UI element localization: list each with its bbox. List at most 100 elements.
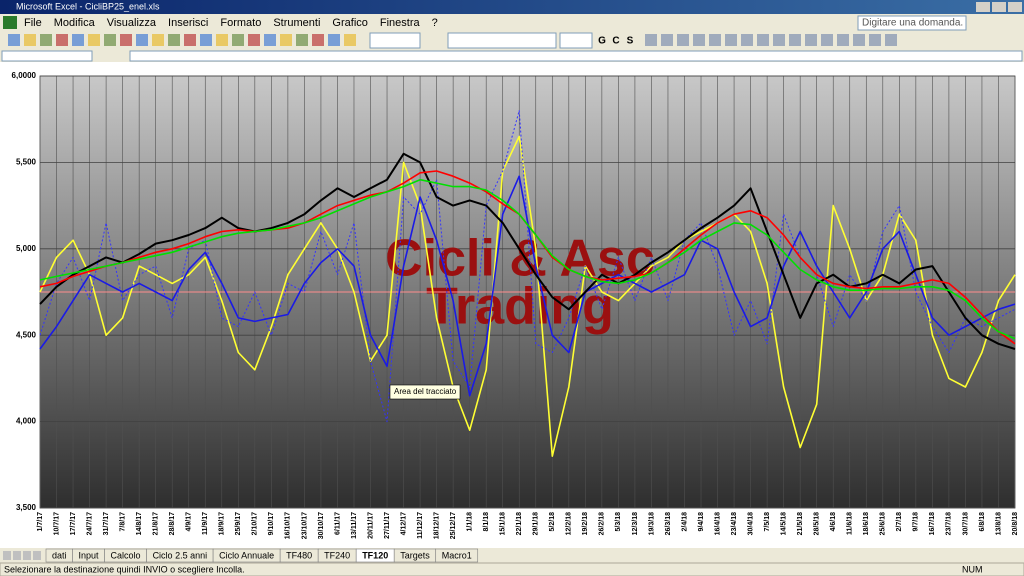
minimize-button[interactable] (976, 2, 990, 12)
x-tick-label: 18/6/18 (863, 512, 870, 535)
sheet-tab-label[interactable]: TF480 (286, 550, 312, 560)
menu-item[interactable]: Strumenti (273, 17, 320, 29)
toolbar-icon[interactable] (184, 34, 196, 46)
toolbar-icon[interactable] (72, 34, 84, 46)
toolbar-icon[interactable] (24, 34, 36, 46)
tooltip-box (389, 384, 461, 400)
toolbar-icon[interactable] (853, 34, 865, 46)
x-tick-label: 13/11/17 (351, 512, 358, 539)
x-tick-label: 17/7/17 (70, 512, 77, 535)
sheet-tab-label[interactable]: Ciclo Annuale (219, 550, 274, 560)
toolbar-icon[interactable] (136, 34, 148, 46)
toolbar-icon[interactable] (152, 34, 164, 46)
x-tick-label: 9/4/18 (698, 512, 705, 532)
toolbar-icon[interactable] (693, 34, 705, 46)
y-tick-label: 5,000 (16, 244, 37, 253)
toolbar-icon[interactable] (328, 34, 340, 46)
toolbar-icon[interactable] (789, 34, 801, 46)
size-box[interactable] (559, 32, 593, 49)
toolbar-icon[interactable] (837, 34, 849, 46)
tooltip: Area del tracciato (394, 387, 457, 396)
sheet-tab-label[interactable]: Calcolo (111, 550, 141, 560)
x-tick-label: 5/3/18 (615, 512, 622, 532)
toolbar-icon[interactable] (805, 34, 817, 46)
toolbar-icon[interactable] (885, 34, 897, 46)
chart: 1/7/17 10/7/17 17/7/17 24/7/17 31/7/17 7/8/17… (12, 71, 1019, 539)
close-button[interactable] (1008, 2, 1022, 12)
help-box-text: Digitare una domanda. (862, 18, 963, 29)
toolbar-icon[interactable] (312, 34, 324, 46)
menu-item[interactable]: Modifica (54, 17, 96, 29)
x-tick-label: 30/4/18 (747, 512, 754, 535)
x-tick-label: 1/1/18 (467, 512, 474, 532)
toolbar-icon[interactable] (280, 34, 292, 46)
toolbar-icon[interactable] (741, 34, 753, 46)
toolbar-icon[interactable] (645, 34, 657, 46)
toolbar-icon[interactable] (344, 34, 356, 46)
x-tick-label: 16/7/18 (929, 512, 936, 535)
toolbar-icon[interactable] (216, 34, 228, 46)
toolbar-icon[interactable] (677, 34, 689, 46)
status-indicator: NUM (962, 564, 983, 574)
toolbar-icon[interactable] (8, 34, 20, 46)
menu-item[interactable]: File (24, 17, 42, 29)
toolbar-icon[interactable] (88, 34, 100, 46)
toolbar-icon[interactable] (56, 34, 68, 46)
x-tick-label: 9/10/17 (268, 512, 275, 535)
toolbar-icon[interactable] (821, 34, 833, 46)
x-tick-label: 19/3/18 (648, 512, 655, 535)
sheet-tab-label[interactable]: Macro1 (442, 550, 472, 560)
x-tick-label: 26/3/18 (665, 512, 672, 535)
toolbar-icon[interactable] (248, 34, 260, 46)
sheet-tab-label[interactable]: Ciclo 2.5 anni (153, 550, 208, 560)
x-tick-label: 21/8/17 (153, 512, 160, 535)
menu-item[interactable]: ? (432, 17, 438, 29)
toolbar-icon[interactable] (661, 34, 673, 46)
menu-item[interactable]: Formato (220, 17, 261, 29)
menu-item[interactable]: Inserisci (168, 17, 208, 29)
toolbar-icon[interactable] (264, 34, 276, 46)
toolbar-icon[interactable] (296, 34, 308, 46)
font-box[interactable] (447, 32, 557, 49)
zoom-box[interactable] (369, 32, 421, 49)
tab-scroll-button[interactable] (23, 551, 31, 560)
toolbar-icon[interactable] (709, 34, 721, 46)
toolbar-icon[interactable] (120, 34, 132, 46)
x-tick-label: 13/8/18 (995, 512, 1002, 535)
toolbar-icon[interactable] (104, 34, 116, 46)
help-box[interactable] (857, 15, 967, 31)
tab-scroll-button[interactable] (33, 551, 41, 560)
tab-scroll-button[interactable] (3, 551, 11, 560)
menu-item[interactable]: Finestra (380, 17, 421, 29)
x-tick-label: 2/10/17 (252, 512, 259, 535)
sheet-tab-label[interactable]: dati (52, 550, 67, 560)
name-box[interactable] (1, 50, 93, 62)
sheet-tab-label[interactable]: Targets (400, 550, 430, 560)
x-tick-label: 29/1/18 (533, 512, 540, 535)
format-button[interactable]: S (627, 36, 634, 47)
sheet-tab[interactable] (435, 548, 479, 563)
x-tick-label: 20/11/17 (367, 512, 374, 539)
formula-input[interactable] (129, 50, 1023, 62)
toolbar-icon[interactable] (200, 34, 212, 46)
x-tick-label: 8/1/18 (483, 512, 490, 532)
sheet-tab-label[interactable]: Input (79, 550, 100, 560)
toolbar-icon[interactable] (869, 34, 881, 46)
toolbar-icon[interactable] (232, 34, 244, 46)
maximize-button[interactable] (992, 2, 1006, 12)
format-button[interactable]: G (598, 36, 606, 47)
x-tick-label: 7/8/17 (119, 512, 126, 532)
x-tick-label: 6/11/17 (334, 512, 341, 535)
sheet-tab-label[interactable]: TF120 (362, 550, 388, 560)
toolbar-icon[interactable] (757, 34, 769, 46)
sheet-tab-label[interactable]: TF240 (324, 550, 350, 560)
format-button[interactable]: C (612, 36, 619, 47)
x-tick-label: 1/7/17 (37, 512, 44, 532)
tab-scroll-button[interactable] (13, 551, 21, 560)
menu-item[interactable]: Grafico (332, 17, 367, 29)
toolbar-icon[interactable] (40, 34, 52, 46)
toolbar-icon[interactable] (168, 34, 180, 46)
toolbar-icon[interactable] (773, 34, 785, 46)
toolbar-icon[interactable] (725, 34, 737, 46)
menu-item[interactable]: Visualizza (107, 17, 157, 29)
